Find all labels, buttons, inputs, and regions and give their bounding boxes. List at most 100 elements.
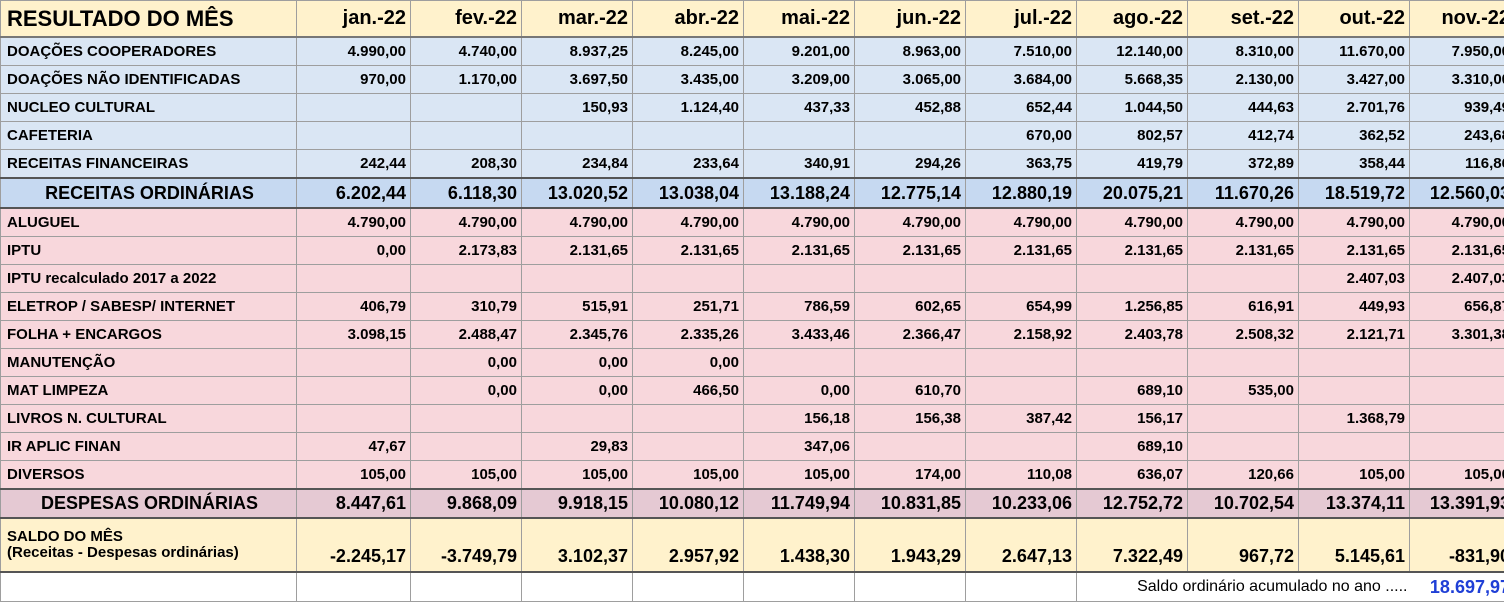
value-cell[interactable]: 347,06 xyxy=(744,433,855,461)
total-cell[interactable]: 13.188,24 xyxy=(744,178,855,208)
value-cell[interactable]: 444,63 xyxy=(1188,94,1299,122)
value-cell[interactable]: 4.790,00 xyxy=(855,208,966,237)
month-header[interactable]: nov.-22 xyxy=(1410,1,1504,38)
sheet-title[interactable]: RESULTADO DO MÊS xyxy=(1,1,297,38)
month-header[interactable]: jun.-22 xyxy=(855,1,966,38)
value-cell[interactable]: 0,00 xyxy=(633,349,744,377)
total-cell[interactable]: 6.202,44 xyxy=(297,178,411,208)
value-cell[interactable]: 4.790,00 xyxy=(411,208,522,237)
value-cell[interactable] xyxy=(633,122,744,150)
value-cell[interactable]: 4.740,00 xyxy=(411,37,522,66)
total-cell[interactable]: 11.670,26 xyxy=(1188,178,1299,208)
value-cell[interactable]: 4.790,00 xyxy=(1410,208,1504,237)
value-cell[interactable]: 7.510,00 xyxy=(966,37,1077,66)
month-header[interactable]: set.-22 xyxy=(1188,1,1299,38)
saldo-cell[interactable]: -3.749,79 xyxy=(411,518,522,572)
value-cell[interactable] xyxy=(966,433,1077,461)
value-cell[interactable]: 208,30 xyxy=(411,150,522,179)
value-cell[interactable]: 2.131,65 xyxy=(522,237,633,265)
row-label[interactable]: DIVERSOS xyxy=(1,461,297,490)
value-cell[interactable] xyxy=(744,349,855,377)
value-cell[interactable]: 8.937,25 xyxy=(522,37,633,66)
value-cell[interactable]: 7.950,00 xyxy=(1410,37,1504,66)
empty-cell[interactable] xyxy=(855,572,966,602)
value-cell[interactable]: 110,08 xyxy=(966,461,1077,490)
value-cell[interactable]: 105,00 xyxy=(1410,461,1504,490)
total-cell[interactable]: 9.918,15 xyxy=(522,489,633,518)
value-cell[interactable]: 0,00 xyxy=(411,349,522,377)
total-cell[interactable]: 11.749,94 xyxy=(744,489,855,518)
value-cell[interactable]: 0,00 xyxy=(522,377,633,405)
saldo-label[interactable]: SALDO DO MÊS(Receitas - Despesas ordinár… xyxy=(1,518,297,572)
value-cell[interactable] xyxy=(1299,433,1410,461)
value-cell[interactable]: 310,79 xyxy=(411,293,522,321)
value-cell[interactable]: 2.131,65 xyxy=(1188,237,1299,265)
value-cell[interactable]: 786,59 xyxy=(744,293,855,321)
saldo-cell[interactable]: 3.102,37 xyxy=(522,518,633,572)
month-header[interactable]: abr.-22 xyxy=(633,1,744,38)
month-header[interactable]: jan.-22 xyxy=(297,1,411,38)
value-cell[interactable]: 174,00 xyxy=(855,461,966,490)
value-cell[interactable]: 616,91 xyxy=(1188,293,1299,321)
row-label[interactable]: MAT LIMPEZA xyxy=(1,377,297,405)
value-cell[interactable]: 105,00 xyxy=(297,461,411,490)
total-cell[interactable]: 13.038,04 xyxy=(633,178,744,208)
value-cell[interactable]: 1.256,85 xyxy=(1077,293,1188,321)
saldo-cell[interactable]: 967,72 xyxy=(1188,518,1299,572)
value-cell[interactable]: 406,79 xyxy=(297,293,411,321)
row-label[interactable]: CAFETERIA xyxy=(1,122,297,150)
value-cell[interactable]: 29,83 xyxy=(522,433,633,461)
total-cell[interactable]: 10.233,06 xyxy=(966,489,1077,518)
value-cell[interactable] xyxy=(633,433,744,461)
value-cell[interactable]: 4.790,00 xyxy=(522,208,633,237)
value-cell[interactable] xyxy=(966,377,1077,405)
value-cell[interactable] xyxy=(633,405,744,433)
value-cell[interactable]: 2.701,76 xyxy=(1299,94,1410,122)
total-cell[interactable]: 20.075,21 xyxy=(1077,178,1188,208)
saldo-cell[interactable]: 1.438,30 xyxy=(744,518,855,572)
empty-cell[interactable] xyxy=(1,572,297,602)
value-cell[interactable]: 242,44 xyxy=(297,150,411,179)
value-cell[interactable]: 412,74 xyxy=(1188,122,1299,150)
value-cell[interactable]: 2.173,83 xyxy=(411,237,522,265)
month-header[interactable]: out.-22 xyxy=(1299,1,1410,38)
value-cell[interactable]: 2.335,26 xyxy=(633,321,744,349)
value-cell[interactable] xyxy=(297,94,411,122)
value-cell[interactable] xyxy=(297,377,411,405)
value-cell[interactable] xyxy=(297,265,411,293)
value-cell[interactable]: 156,18 xyxy=(744,405,855,433)
value-cell[interactable]: 116,86 xyxy=(1410,150,1504,179)
accumulated-label[interactable]: Saldo ordinário acumulado no ano ..... xyxy=(1077,572,1410,602)
value-cell[interactable] xyxy=(411,94,522,122)
value-cell[interactable]: 2.131,65 xyxy=(633,237,744,265)
row-label[interactable]: ELETROP / SABESP/ INTERNET xyxy=(1,293,297,321)
value-cell[interactable]: 105,00 xyxy=(411,461,522,490)
value-cell[interactable]: 3.065,00 xyxy=(855,66,966,94)
value-cell[interactable]: 2.345,76 xyxy=(522,321,633,349)
expense-total-label[interactable]: DESPESAS ORDINÁRIAS xyxy=(1,489,297,518)
value-cell[interactable]: 340,91 xyxy=(744,150,855,179)
value-cell[interactable] xyxy=(522,265,633,293)
value-cell[interactable]: 2.131,65 xyxy=(1299,237,1410,265)
value-cell[interactable]: 4.790,00 xyxy=(1077,208,1188,237)
row-label[interactable]: RECEITAS FINANCEIRAS xyxy=(1,150,297,179)
saldo-cell[interactable]: 1.943,29 xyxy=(855,518,966,572)
value-cell[interactable] xyxy=(1188,405,1299,433)
value-cell[interactable]: 2.131,65 xyxy=(966,237,1077,265)
value-cell[interactable]: 654,99 xyxy=(966,293,1077,321)
value-cell[interactable]: 3.301,38 xyxy=(1410,321,1504,349)
empty-cell[interactable] xyxy=(522,572,633,602)
value-cell[interactable]: 610,70 xyxy=(855,377,966,405)
empty-cell[interactable] xyxy=(966,572,1077,602)
value-cell[interactable]: 3.684,00 xyxy=(966,66,1077,94)
value-cell[interactable]: 4.790,00 xyxy=(966,208,1077,237)
value-cell[interactable]: 2.131,65 xyxy=(1077,237,1188,265)
value-cell[interactable] xyxy=(1410,377,1504,405)
value-cell[interactable]: 802,57 xyxy=(1077,122,1188,150)
total-cell[interactable]: 13.374,11 xyxy=(1299,489,1410,518)
value-cell[interactable] xyxy=(522,122,633,150)
row-label[interactable]: ALUGUEL xyxy=(1,208,297,237)
value-cell[interactable]: 466,50 xyxy=(633,377,744,405)
accumulated-value[interactable]: 18.697,97 xyxy=(1410,572,1504,602)
value-cell[interactable]: 3.098,15 xyxy=(297,321,411,349)
